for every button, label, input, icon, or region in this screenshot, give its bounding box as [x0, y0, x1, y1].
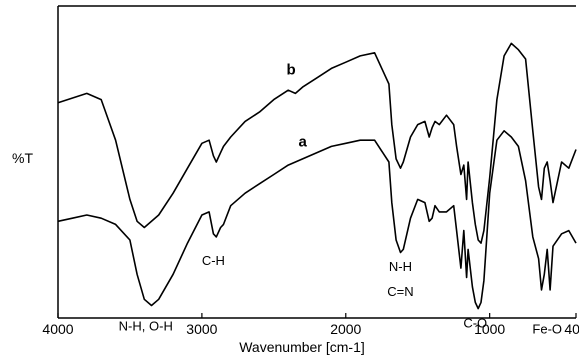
- x-axis-ticks: 4000 3000 2000 1000 400: [42, 313, 579, 337]
- series-label-a: a: [298, 133, 307, 150]
- series-line-a: [57, 130, 577, 310]
- series-label-b: b: [287, 62, 296, 79]
- peak-annotation: C-O: [463, 315, 487, 330]
- x-axis-title: Wavenumber [cm-1]: [239, 339, 365, 355]
- x-tick-label: 3000: [186, 321, 217, 337]
- peak-annotation: Fe-O: [532, 322, 562, 337]
- series-layer: [57, 42, 577, 310]
- peak-annotation: N-H: [389, 259, 412, 274]
- peak-annotation: N-H, O-H: [119, 318, 173, 333]
- x-tick-label: 400: [564, 321, 579, 337]
- x-tick-label: 2000: [330, 321, 361, 337]
- y-axis-title: %T: [12, 150, 33, 166]
- peak-annotation: C-H: [202, 253, 225, 268]
- x-tick-label: 1000: [474, 321, 505, 337]
- series-line-b: [57, 42, 577, 244]
- peak-annotation: C=N: [387, 284, 413, 299]
- x-tick-label: 4000: [42, 321, 73, 337]
- label-layer: b a C-H N-H C=N N-H, O-H C-O Fe-O: [119, 62, 562, 337]
